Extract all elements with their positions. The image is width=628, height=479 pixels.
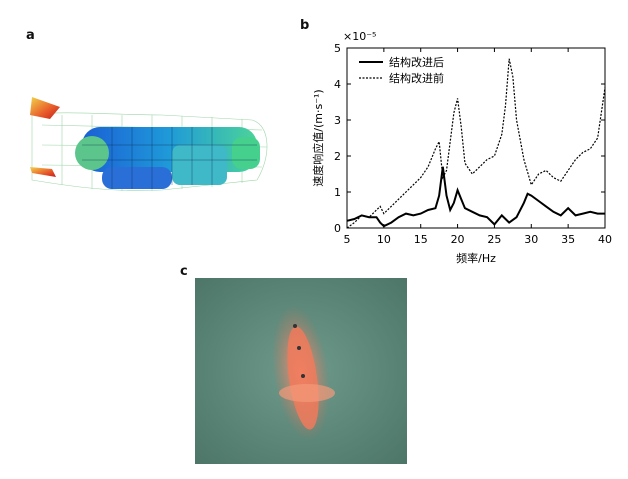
x-axis-label: 频率/Hz [456, 251, 496, 265]
x-tick-label: 20 [451, 233, 465, 246]
panel-label-c: c [180, 264, 188, 279]
panel-label-a: a [26, 28, 35, 43]
series-line-2 [346, 58, 606, 229]
x-tick-label: 40 [598, 233, 612, 246]
panel-label-b: b [300, 18, 310, 33]
y-axis-label: 速度响应值/(m·s⁻¹) [311, 89, 325, 186]
lower-fin [30, 167, 56, 177]
y-tick-label: 0 [334, 222, 341, 235]
legend-label-2: 结构改进前 [389, 71, 444, 85]
y-scale-label: ×10⁻⁵ [343, 30, 376, 43]
y-tick-label: 5 [334, 42, 341, 55]
aerial-photo-robotic-fish [195, 278, 407, 464]
plot-frame [346, 47, 606, 229]
x-tick-label: 30 [524, 233, 538, 246]
y-tick-label: 1 [334, 186, 341, 199]
x-tick-label: 25 [487, 233, 501, 246]
series-line-1 [346, 166, 605, 228]
mesh-lines [82, 127, 257, 189]
x-tick-label: 15 [414, 233, 428, 246]
x-tick-label: 35 [561, 233, 575, 246]
y-tick-label: 3 [334, 114, 341, 127]
x-tick-label: 10 [377, 233, 391, 246]
hull-body [75, 127, 260, 189]
y-tick-label: 4 [334, 78, 341, 91]
y-tick-label: 2 [334, 150, 341, 163]
x-tick-label: 5 [344, 233, 351, 246]
upper-fin [30, 97, 60, 119]
legend-label-1: 结构改进后 [389, 55, 444, 69]
fea-model-figure [30, 97, 268, 191]
robotic-fish [271, 305, 335, 441]
frequency-response-chart: 5 10 15 20 25 30 35 40012345×10⁻⁵频率/Hz速度响应值/(m·… [311, 30, 612, 265]
